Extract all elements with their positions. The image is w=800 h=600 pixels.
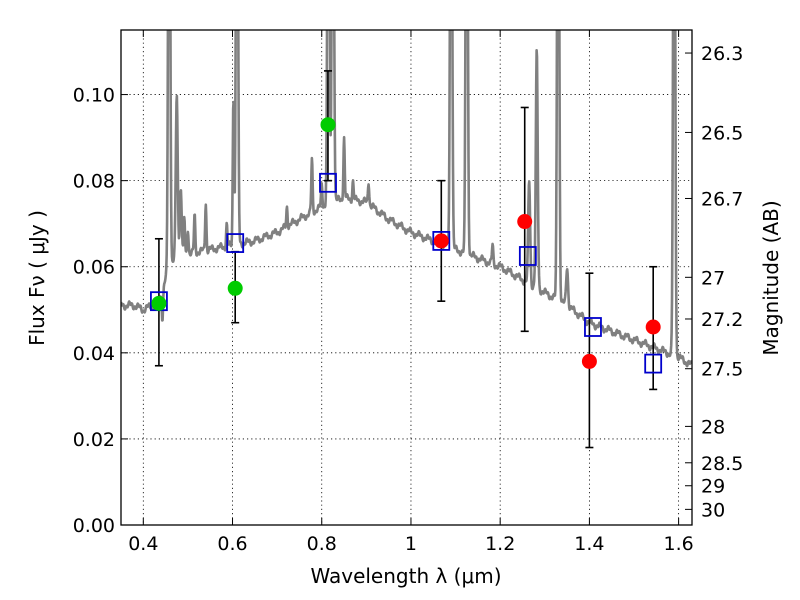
model-flux-square [226, 233, 245, 253]
y-tick-label: 0.00 [73, 515, 115, 537]
y2-tick-label: 27.2 [701, 309, 743, 331]
observed-flux-point [645, 319, 661, 335]
observed-flux-point [151, 295, 167, 311]
y2-tick-label: 27 [701, 267, 725, 289]
y2-tick-label: 28.5 [701, 453, 743, 475]
y-tick-label: 0.04 [73, 343, 115, 365]
x-tick-label: 1.2 [485, 533, 515, 555]
y-tick-label: 0.08 [73, 171, 115, 193]
model-flux-square [432, 231, 451, 251]
y2-tick-label: 29 [701, 476, 725, 498]
axis-ticks [121, 30, 692, 526]
model-spectrum-line [121, 30, 692, 368]
grid-lines [121, 30, 692, 525]
observed-flux-point [320, 117, 336, 133]
model-flux-square [518, 246, 537, 266]
model-flux-square [584, 317, 602, 337]
y-tick-label: 0.10 [73, 85, 115, 107]
x-tick-label: 0.6 [217, 533, 247, 555]
x-tick-label: 0.8 [307, 533, 337, 555]
model-flux-square [319, 172, 337, 193]
y2-tick-label: 26.3 [701, 43, 743, 65]
y2-tick-label: 26.5 [701, 122, 743, 144]
x-tick-label: 0.4 [128, 533, 158, 555]
y-tick-label: 0.02 [73, 429, 115, 451]
observed-flux-point [433, 233, 449, 249]
observed-flux-point [517, 214, 533, 230]
y2-axis-label: Magnitude (AB) [759, 200, 783, 355]
observed-flux-point [227, 280, 243, 296]
model-spectrum-layer [121, 30, 692, 368]
tick-labels: 0.4 0.6 0.8 1 1.2 1.4 1.6 0.00 0.02 0.04 0.06 0.08 0… [73, 43, 744, 555]
y2-tick-label: 26.7 [701, 188, 743, 210]
x-tick-label: 1.4 [574, 533, 604, 555]
photometry-points-layer [150, 70, 663, 449]
y-tick-label: 0.06 [73, 257, 115, 279]
observed-flux-point [581, 353, 597, 369]
y2-tick-label: 27.5 [701, 359, 743, 381]
x-tick-label: 1 [405, 533, 417, 555]
model-flux-square [644, 353, 663, 374]
plot-frame [120, 29, 693, 526]
x-tick-label: 1.6 [664, 533, 694, 555]
y2-tick-label: 28 [701, 416, 725, 438]
y2-tick-label: 30 [701, 499, 725, 521]
y-axis-label: Flux Fν ( μJy ) [25, 210, 49, 346]
x-axis-label: Wavelength λ (μm) [310, 564, 501, 588]
